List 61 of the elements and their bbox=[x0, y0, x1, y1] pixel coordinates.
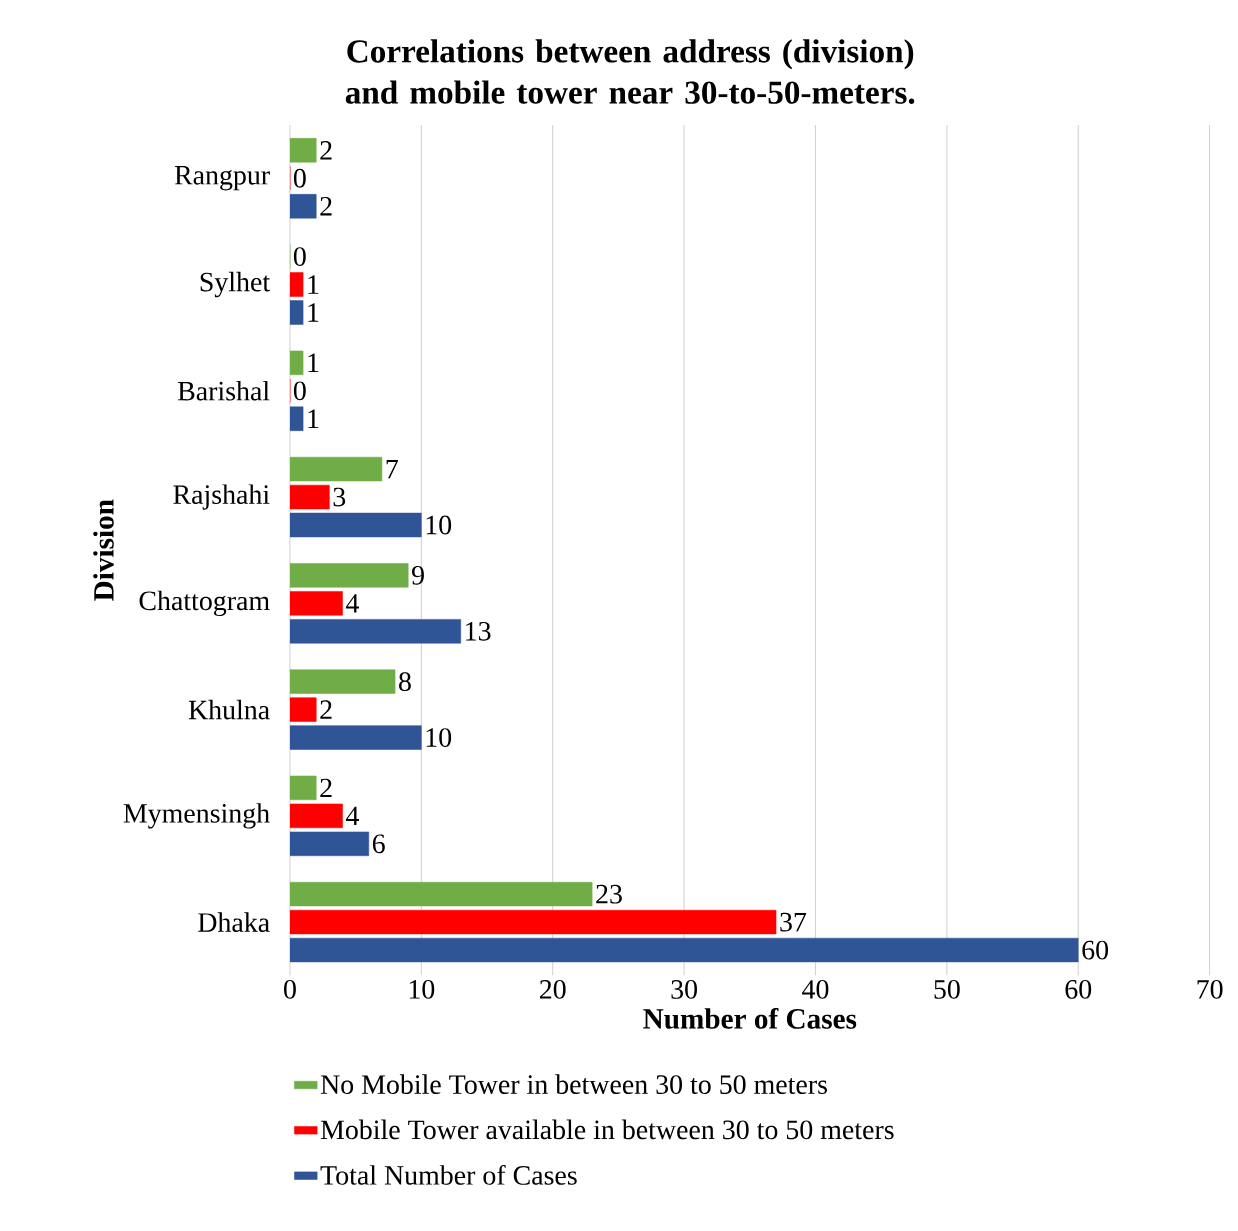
x-tick-label: 10 bbox=[409, 979, 435, 999]
bar bbox=[289, 937, 1079, 963]
data-label: 1 bbox=[308, 275, 319, 294]
bar bbox=[289, 619, 462, 644]
chart-title: Correlations between address (division) and mobile tower near 30-to-50-meters. bbox=[345, 39, 915, 104]
bar bbox=[289, 138, 317, 163]
x-tick-label: 30 bbox=[671, 979, 697, 999]
legend-label: Mobile Tower available in between 30 to 50 meters bbox=[320, 1119, 894, 1140]
bar bbox=[289, 193, 317, 219]
bar bbox=[289, 350, 304, 375]
y-tick-label: Chattogram bbox=[139, 590, 270, 616]
data-label: 4 bbox=[345, 806, 359, 825]
data-label: 2 bbox=[320, 778, 332, 798]
y-tick-label: Rangpur bbox=[174, 166, 270, 191]
data-label: 2 bbox=[320, 700, 332, 719]
data-label: 23 bbox=[596, 884, 622, 904]
data-label: 2 bbox=[320, 140, 332, 160]
data-label: 3 bbox=[333, 487, 346, 507]
bar bbox=[289, 725, 422, 750]
bar bbox=[289, 775, 317, 800]
bar bbox=[289, 831, 370, 856]
data-label: 13 bbox=[466, 621, 491, 641]
bar bbox=[289, 563, 409, 588]
data-label: 0 bbox=[293, 247, 306, 266]
data-label: 0 bbox=[293, 381, 306, 401]
data-label: 0 bbox=[293, 168, 306, 188]
bar bbox=[289, 456, 383, 482]
data-label: 1 bbox=[308, 303, 319, 322]
y-axis-title: Division bbox=[93, 499, 114, 601]
data-label: 10 bbox=[426, 728, 452, 747]
y-tick-label: Mymensingh bbox=[123, 803, 270, 829]
y-tick-label: Khulna bbox=[188, 699, 270, 720]
x-tick-label: 60 bbox=[1065, 979, 1092, 999]
data-label: 10 bbox=[426, 515, 452, 535]
x-tick-label: 0 bbox=[284, 979, 296, 999]
x-tick-label: 20 bbox=[539, 979, 566, 999]
y-tick-label: Sylhet bbox=[200, 271, 270, 298]
data-label: 37 bbox=[780, 912, 807, 932]
x-axis-title: Number of Cases bbox=[643, 1007, 857, 1029]
data-label: 8 bbox=[399, 672, 411, 691]
legend-label: Total Number of Cases bbox=[320, 1164, 577, 1185]
data-label: 1 bbox=[308, 353, 319, 372]
data-label: 6 bbox=[372, 834, 385, 854]
y-tick-label: Dhaka bbox=[198, 912, 270, 932]
data-label: 2 bbox=[320, 196, 332, 216]
data-label: 60 bbox=[1082, 940, 1109, 960]
legend-label: No Mobile Tower in between 30 to 50 meters bbox=[320, 1074, 827, 1094]
data-label: 1 bbox=[308, 409, 319, 428]
data-label: 9 bbox=[412, 565, 424, 585]
data-label: 4 bbox=[345, 594, 359, 613]
y-tick-label: Barishal bbox=[177, 380, 270, 401]
bar bbox=[289, 512, 422, 538]
bar bbox=[289, 300, 304, 325]
bar bbox=[289, 669, 396, 694]
x-tick-label: 70 bbox=[1197, 979, 1223, 999]
bar bbox=[289, 881, 593, 907]
bar bbox=[289, 406, 304, 431]
y-tick-label: Rajshahi bbox=[173, 484, 270, 510]
x-tick-label: 40 bbox=[802, 979, 829, 999]
data-label: 7 bbox=[386, 459, 398, 479]
x-tick-label: 50 bbox=[934, 979, 960, 999]
